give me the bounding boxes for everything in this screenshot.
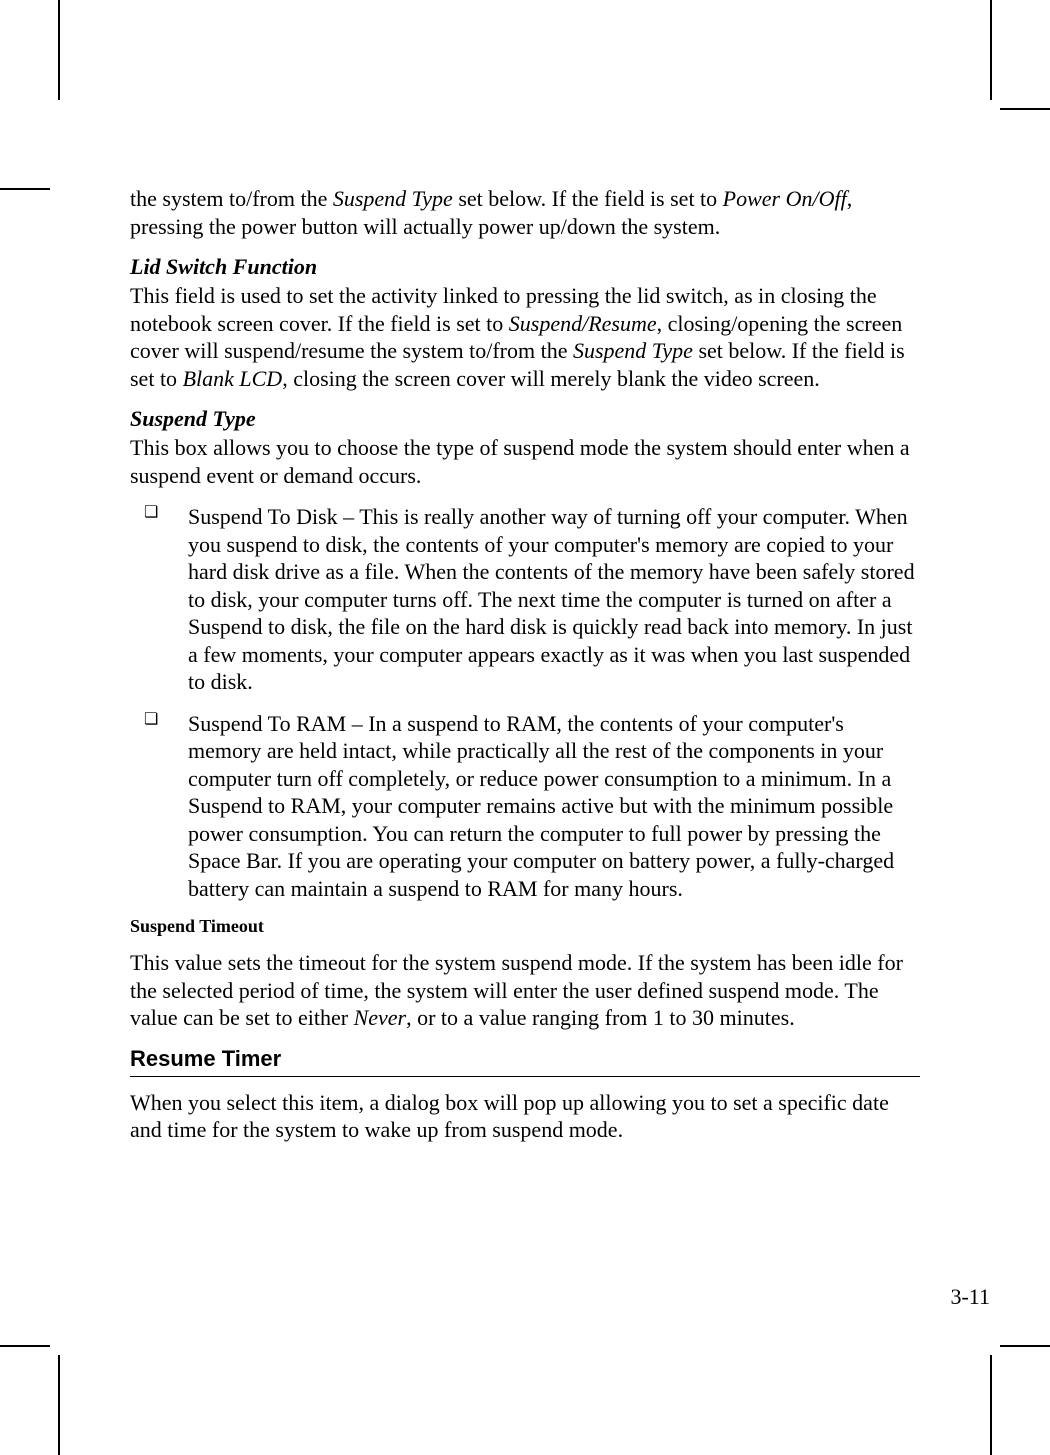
list-item: Suspend To RAM – In a suspend to RAM, th… <box>130 710 920 903</box>
suspend-timeout-heading: Suspend Timeout <box>130 916 920 937</box>
italic-term: Blank LCD <box>183 366 283 391</box>
text: the system to/from the <box>130 186 333 211</box>
italic-term: Power On/Off <box>723 186 847 211</box>
crop-mark <box>50 1355 60 1455</box>
lid-switch-paragraph: This field is used to set the activity l… <box>130 282 920 392</box>
crop-mark <box>990 1355 1000 1455</box>
crop-mark <box>1000 100 1050 110</box>
resume-timer-paragraph: When you select this item, a dialog box … <box>130 1089 920 1144</box>
crop-mark <box>0 180 50 190</box>
page-content: the system to/from the Suspend Type set … <box>130 185 920 1158</box>
intro-paragraph: the system to/from the Suspend Type set … <box>130 185 920 240</box>
italic-term: Suspend Type <box>333 186 453 211</box>
text: , or to a value ranging from 1 to 30 min… <box>406 1005 795 1030</box>
lid-switch-heading: Lid Switch Function <box>130 254 920 280</box>
italic-term: Never <box>354 1005 407 1030</box>
suspend-timeout-paragraph: This value sets the timeout for the syst… <box>130 949 920 1032</box>
crop-mark <box>1000 1345 1050 1355</box>
crop-mark <box>50 0 60 100</box>
resume-timer-heading: Resume Timer <box>130 1046 920 1072</box>
text: , closing the screen cover will merely b… <box>282 366 820 391</box>
suspend-type-intro: This box allows you to choose the type o… <box>130 434 920 489</box>
crop-mark <box>990 0 1000 100</box>
italic-term: Suspend/Resume <box>509 311 657 336</box>
section-rule <box>130 1076 920 1077</box>
italic-term: Suspend Type <box>573 338 693 363</box>
suspend-type-heading: Suspend Type <box>130 406 920 432</box>
list-item: Suspend To Disk – This is really another… <box>130 503 920 696</box>
suspend-type-list: Suspend To Disk – This is really another… <box>130 503 920 902</box>
crop-mark <box>0 1345 50 1355</box>
text: set below. If the field is set to <box>453 186 723 211</box>
page-number: 3-11 <box>950 1284 990 1310</box>
